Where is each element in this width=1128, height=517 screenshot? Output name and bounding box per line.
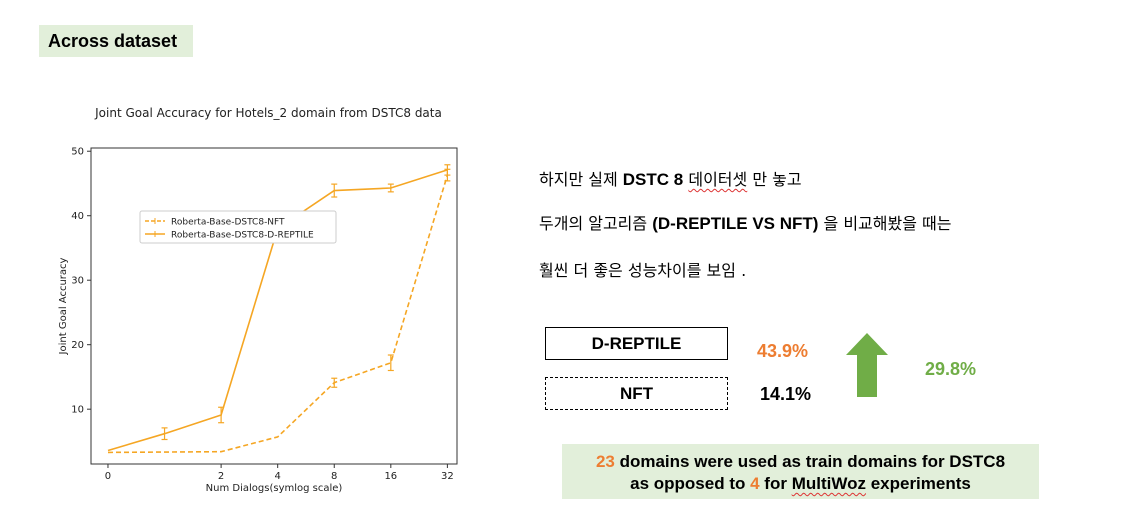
- improvement-value: 29.8%: [925, 359, 977, 379]
- x-axis-label: Num Dialogs(symlog scale): [206, 483, 343, 494]
- x-tick-label: 4: [274, 471, 280, 482]
- y-tick-label: 10: [71, 405, 84, 416]
- x-tick-label: 16: [384, 471, 397, 482]
- series-line-0: [107, 174, 449, 454]
- domains-note: 23 domains were used as train domains fo…: [562, 444, 1039, 499]
- legend-label: Roberta-Base-DSTC8-D-REPTILE: [171, 231, 314, 241]
- nft-label-box: NFT: [545, 377, 728, 410]
- up-arrow-icon: [846, 333, 888, 397]
- x-tick-label: 0: [105, 471, 111, 482]
- legend-box: [139, 210, 337, 244]
- y-tick-label: 30: [71, 276, 84, 287]
- y-tick-label: 40: [71, 211, 84, 222]
- x-tick-label: 8: [331, 471, 337, 482]
- x-tick-label: 2: [218, 471, 224, 482]
- line-chart: 0 2 4 8 16 32 10 20 30 40 50 Num Dialogs(symlog sca…: [58, 147, 458, 494]
- chart-title: Joint Goal Accuracy for Hotels_2 domain …: [95, 106, 442, 120]
- d-reptile-value: 43.9%: [757, 341, 809, 361]
- legend-label: Roberta-Base-DSTC8-NFT: [171, 218, 285, 228]
- d-reptile-label-box: D-REPTILE: [545, 327, 728, 360]
- korean-line-1: 하지만 실제 DSTC 8 데이터셋 만 놓고: [539, 170, 802, 189]
- nft-value: 14.1%: [760, 384, 812, 404]
- korean-line-3: 훨씬 더 좋은 성능차이를 보임 .: [539, 261, 747, 280]
- y-axis-label: Joint Goal Accuracy: [58, 257, 69, 355]
- korean-line-2: 두개의 알고리즘 (D-REPTILE VS NFT) 을 비교해봤을 때는: [539, 214, 952, 233]
- plot-frame: [90, 147, 458, 465]
- y-tick-label: 20: [71, 340, 84, 351]
- y-tick-label: 50: [71, 147, 84, 158]
- section-tag: Across dataset: [39, 25, 193, 57]
- x-tick-label: 32: [441, 471, 454, 482]
